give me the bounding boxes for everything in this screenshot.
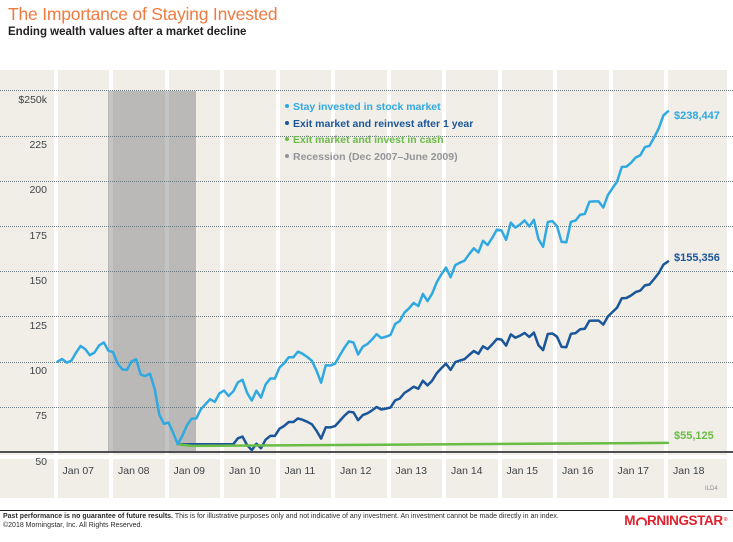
x-axis-label: Jan 11	[284, 465, 316, 477]
chart-grid-cell	[390, 70, 442, 455]
chart-grid-cell	[0, 459, 54, 498]
x-axis-label: Jan 07	[62, 465, 95, 477]
legend-item-recession: Recession (Dec 2007–June 2009)	[285, 151, 458, 163]
y-gridline	[0, 361, 733, 363]
chart-grid-cell	[279, 459, 331, 498]
x-axis-baseline	[0, 451, 733, 453]
chart-grid-cell	[57, 70, 109, 455]
chart-grid-cell	[612, 459, 664, 498]
chart-grid-cell	[113, 459, 165, 498]
legend-bullet-recession	[285, 153, 289, 158]
copyright-line: ©2018 Morningstar, Inc. All Rights Reser…	[3, 522, 143, 529]
legend-label: Recession (Dec 2007–June 2009)	[293, 150, 458, 163]
y-gridline	[0, 271, 733, 273]
legend-item-stay: Stay invested in stock market	[285, 101, 441, 113]
chart-grid-cell	[0, 70, 54, 455]
chart-grid-cell	[446, 459, 498, 498]
y-gridline	[0, 226, 733, 227]
chart-grid-cell	[279, 70, 331, 455]
chart-grid-cell	[224, 459, 276, 498]
legend-label: Stay invested in stock market	[293, 101, 441, 113]
line-cash	[176, 441, 670, 448]
page-subtitle: Ending wealth values after a market decl…	[8, 26, 247, 38]
legend-bullet-stay	[285, 104, 289, 108]
disclaimer-rest: This is for illustrative purposes only a…	[173, 513, 559, 520]
chart-grid-cell	[168, 70, 220, 455]
chart-grid-cell	[57, 459, 109, 498]
legend-label: Exit market and reinvest after 1 year	[293, 117, 474, 130]
y-axis-label: 175	[29, 229, 47, 242]
chart-grid-cell	[335, 70, 387, 455]
y-axis-label: $250k	[18, 93, 47, 106]
y-gridline	[0, 316, 733, 318]
logo-text-m: M	[624, 512, 636, 528]
y-axis-label: 225	[29, 139, 47, 152]
x-axis-label: Jan 18	[673, 465, 705, 477]
chart-id-tag: ILD4	[705, 486, 718, 492]
x-axis-label: Jan 09	[173, 465, 206, 477]
legend-label: Exit market and invest in cash	[293, 134, 444, 146]
y-axis-label: 75	[35, 410, 47, 423]
line-exit	[176, 260, 670, 452]
logo-text-rest: RNINGSTAR	[647, 512, 723, 528]
line-stay	[56, 110, 670, 446]
footer-divider	[0, 510, 733, 511]
chart-grid-cell	[446, 70, 498, 455]
y-gridline	[0, 135, 733, 137]
morningstar-logo: M RNINGSTAR ®	[624, 513, 727, 527]
y-gridline	[0, 406, 733, 408]
y-axis-label: 200	[29, 184, 47, 197]
y-axis-label: 100	[29, 365, 47, 378]
x-axis-label: Jan 08	[118, 465, 150, 477]
chart-grid-cell	[501, 70, 553, 455]
chart-grid-cell	[501, 459, 553, 498]
chart-grid-cell	[390, 459, 442, 498]
page-title: The Importance of Staying Invested	[8, 4, 278, 24]
x-axis-label: Jan 12	[340, 465, 372, 477]
registered-mark: ®	[723, 517, 728, 523]
chart-grid-cell	[668, 70, 727, 455]
end-value-stay: $238,447	[674, 110, 720, 123]
y-gridline	[0, 90, 733, 92]
x-axis-label: Jan 16	[562, 465, 594, 477]
chart-grid-cell	[668, 459, 727, 498]
legend-item-cash: Exit market and invest in cash	[285, 134, 444, 146]
chart-grid-cell	[557, 459, 609, 498]
legend-bullet-cash	[285, 137, 289, 141]
x-axis-label: Jan 13	[395, 465, 428, 477]
y-axis-label: 125	[29, 319, 47, 332]
end-value-cash: $55,125	[674, 429, 714, 442]
chart-grid-cell	[168, 459, 220, 498]
x-axis-label: Jan 10	[229, 465, 261, 477]
end-value-exit: $155,356	[674, 252, 720, 265]
y-axis-label: 50	[35, 455, 47, 468]
disclaimer-bold: Past performance is no guarantee of futu…	[3, 513, 173, 520]
legend-item-exit: Exit market and reinvest after 1 year	[285, 118, 473, 130]
y-gridline	[0, 180, 733, 182]
chart-grid-cell	[335, 459, 387, 498]
legend-bullet-exit	[285, 120, 289, 125]
x-axis-label: Jan 14	[451, 465, 483, 477]
sunrise-icon	[635, 516, 647, 526]
y-axis-label: 150	[29, 274, 47, 287]
chart-grid-cell	[557, 70, 609, 455]
disclaimer-line1: Past performance is no guarantee of futu…	[3, 513, 559, 520]
x-axis-label: Jan 17	[617, 465, 650, 477]
x-axis-label: Jan 15	[506, 465, 539, 477]
